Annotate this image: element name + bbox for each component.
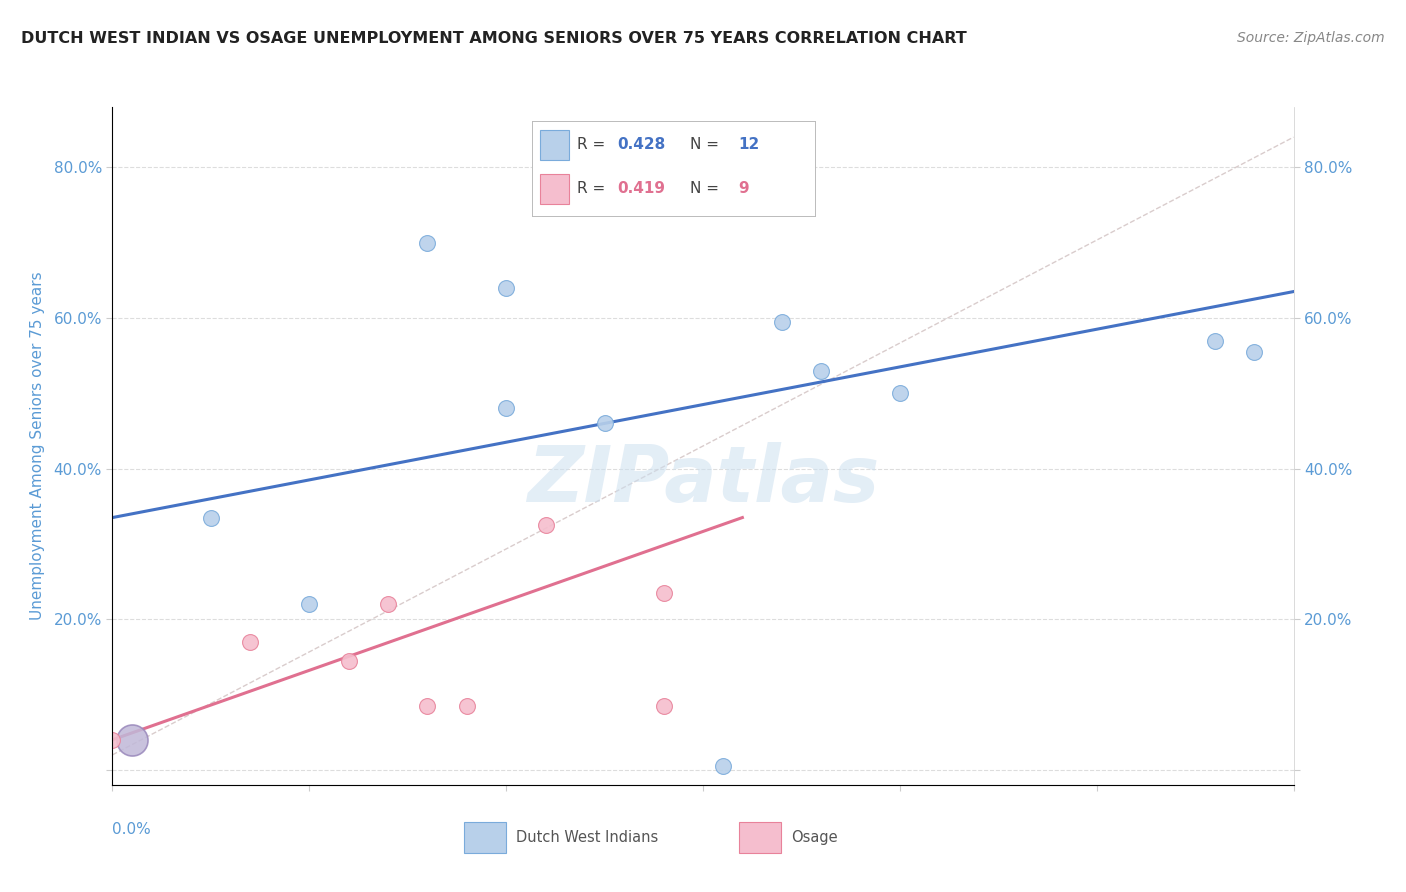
Point — [298, 597, 321, 611]
Text: Source: ZipAtlas.com: Source: ZipAtlas.com — [1237, 31, 1385, 45]
Point — [1204, 334, 1226, 348]
Point — [534, 518, 557, 533]
Point — [456, 698, 478, 713]
Point — [200, 510, 222, 524]
Text: 0.0%: 0.0% — [112, 822, 152, 838]
Text: DUTCH WEST INDIAN VS OSAGE UNEMPLOYMENT AMONG SENIORS OVER 75 YEARS CORRELATION : DUTCH WEST INDIAN VS OSAGE UNEMPLOYMENT … — [21, 31, 967, 46]
Point — [101, 732, 124, 747]
Point — [652, 586, 675, 600]
Point — [495, 281, 517, 295]
Point — [337, 654, 360, 668]
Point — [239, 635, 262, 649]
Point — [416, 235, 439, 250]
Point — [121, 732, 143, 747]
Point — [711, 759, 734, 773]
Point — [1243, 344, 1265, 359]
Point — [889, 386, 911, 401]
Point — [377, 597, 399, 611]
Text: ZIPatlas: ZIPatlas — [527, 442, 879, 518]
Point — [810, 364, 832, 378]
Point — [416, 698, 439, 713]
Point — [593, 417, 616, 431]
Point — [770, 315, 793, 329]
Y-axis label: Unemployment Among Seniors over 75 years: Unemployment Among Seniors over 75 years — [31, 272, 45, 620]
Point — [495, 401, 517, 416]
Point — [652, 698, 675, 713]
